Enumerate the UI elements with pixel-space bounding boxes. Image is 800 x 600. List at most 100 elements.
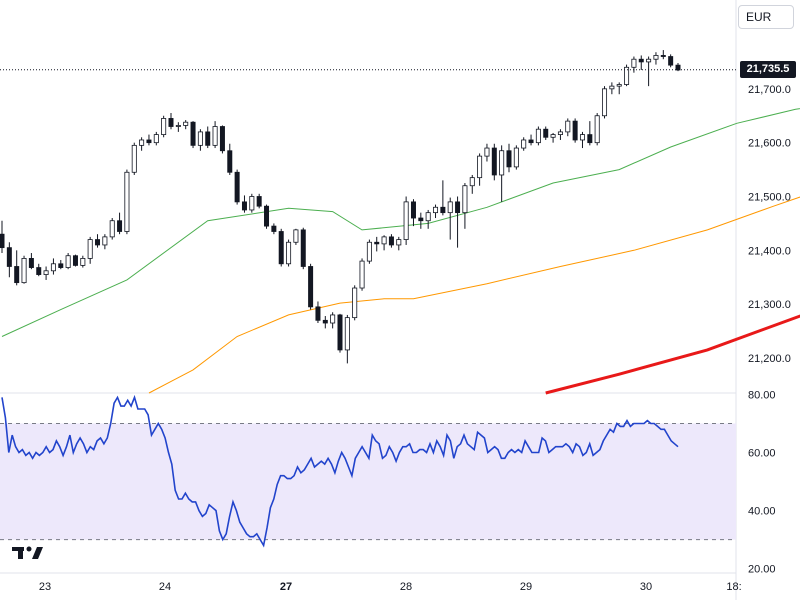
candle-body — [418, 217, 424, 222]
candle — [352, 285, 358, 321]
candle — [484, 143, 490, 162]
candle-body — [43, 270, 49, 275]
candle-body — [462, 185, 468, 214]
candle-body — [219, 126, 225, 152]
rsi-tick-label: 20.00 — [748, 564, 776, 576]
candle-body — [65, 255, 71, 268]
candle — [168, 113, 174, 130]
price-tick-label: 21,300.0 — [748, 299, 791, 311]
candle — [433, 204, 439, 219]
candle — [638, 55, 644, 70]
candle — [241, 195, 247, 213]
candle — [469, 174, 475, 194]
candle-body — [403, 201, 409, 240]
candle — [616, 82, 622, 95]
candle — [72, 254, 78, 267]
candle — [543, 126, 549, 140]
candle-body — [183, 121, 189, 126]
candle-body — [293, 229, 299, 243]
candle — [65, 253, 71, 270]
candle-body — [543, 128, 549, 138]
candle-body — [366, 241, 372, 262]
candle — [462, 183, 468, 229]
candle — [455, 196, 461, 248]
rsi-line — [1, 394, 679, 548]
candle — [271, 223, 277, 235]
candle-body — [602, 88, 608, 117]
candle — [418, 212, 424, 229]
candle-body — [440, 206, 446, 214]
currency-label: EUR — [746, 10, 772, 24]
candle-body — [646, 58, 652, 63]
candle-body — [447, 201, 453, 214]
candle-body — [50, 263, 56, 272]
last-price-label: 21,735.5 — [740, 61, 796, 79]
candle — [212, 121, 218, 149]
candle — [308, 263, 314, 310]
rsi-tick-label: 60.00 — [748, 448, 776, 460]
candle-body — [374, 241, 380, 245]
candle — [28, 253, 34, 270]
candle — [153, 131, 159, 146]
candle — [36, 263, 42, 277]
candle — [403, 196, 409, 245]
candle — [440, 180, 446, 216]
candle-body — [72, 255, 78, 266]
candle-body — [521, 139, 527, 149]
candle — [58, 260, 64, 270]
candle-body — [14, 266, 20, 284]
candle-body — [557, 131, 563, 135]
time-tick-label: 24 — [159, 581, 171, 593]
candle — [256, 193, 262, 209]
candle — [381, 235, 387, 251]
candle-body — [528, 139, 534, 144]
candle-body — [197, 131, 203, 146]
candle-body — [638, 58, 644, 63]
candle-body — [455, 201, 461, 214]
candle-body — [425, 212, 431, 222]
candle-body — [300, 229, 306, 267]
rsi-band-fill — [0, 423, 736, 540]
candle-body — [175, 125, 181, 127]
tradingview-logo-icon[interactable] — [12, 543, 44, 561]
candle-body — [381, 236, 387, 245]
candle-body — [0, 233, 5, 249]
candle — [410, 199, 416, 227]
time-axis: 23 24 27 28 29 30 18: — [39, 581, 742, 593]
candle — [535, 126, 541, 146]
candle — [521, 137, 527, 151]
candle — [21, 255, 27, 284]
currency-selector-button[interactable]: EUR — [738, 5, 794, 29]
candle-body — [6, 247, 12, 267]
rsi-axis: 80.00 60.00 40.00 20.00 — [748, 389, 776, 575]
candle — [14, 250, 20, 286]
candle — [109, 218, 115, 240]
candle-body — [264, 205, 270, 227]
candle-body — [616, 84, 622, 87]
candle — [337, 313, 343, 353]
candle-body — [286, 241, 292, 265]
candle-body — [477, 155, 483, 179]
candle — [219, 125, 225, 154]
candle-body — [624, 66, 630, 85]
candle-body — [499, 150, 505, 176]
candle-body — [278, 231, 284, 265]
rsi-tick-label: 80.00 — [748, 389, 776, 401]
candle-body — [388, 236, 394, 246]
candle-body — [131, 144, 137, 173]
moving-average-sma_long — [545, 314, 800, 395]
candle-body — [594, 115, 600, 144]
candle — [344, 314, 350, 364]
rsi-tick-label: 40.00 — [748, 506, 776, 518]
candle-body — [410, 201, 416, 219]
candle-body — [315, 306, 321, 321]
candle — [572, 118, 578, 143]
candle — [330, 312, 336, 329]
candlestick-series — [0, 50, 681, 364]
candle — [513, 145, 519, 170]
candle — [227, 143, 233, 175]
candle-body — [102, 236, 108, 246]
candle-body — [572, 120, 578, 141]
candle — [205, 126, 211, 149]
